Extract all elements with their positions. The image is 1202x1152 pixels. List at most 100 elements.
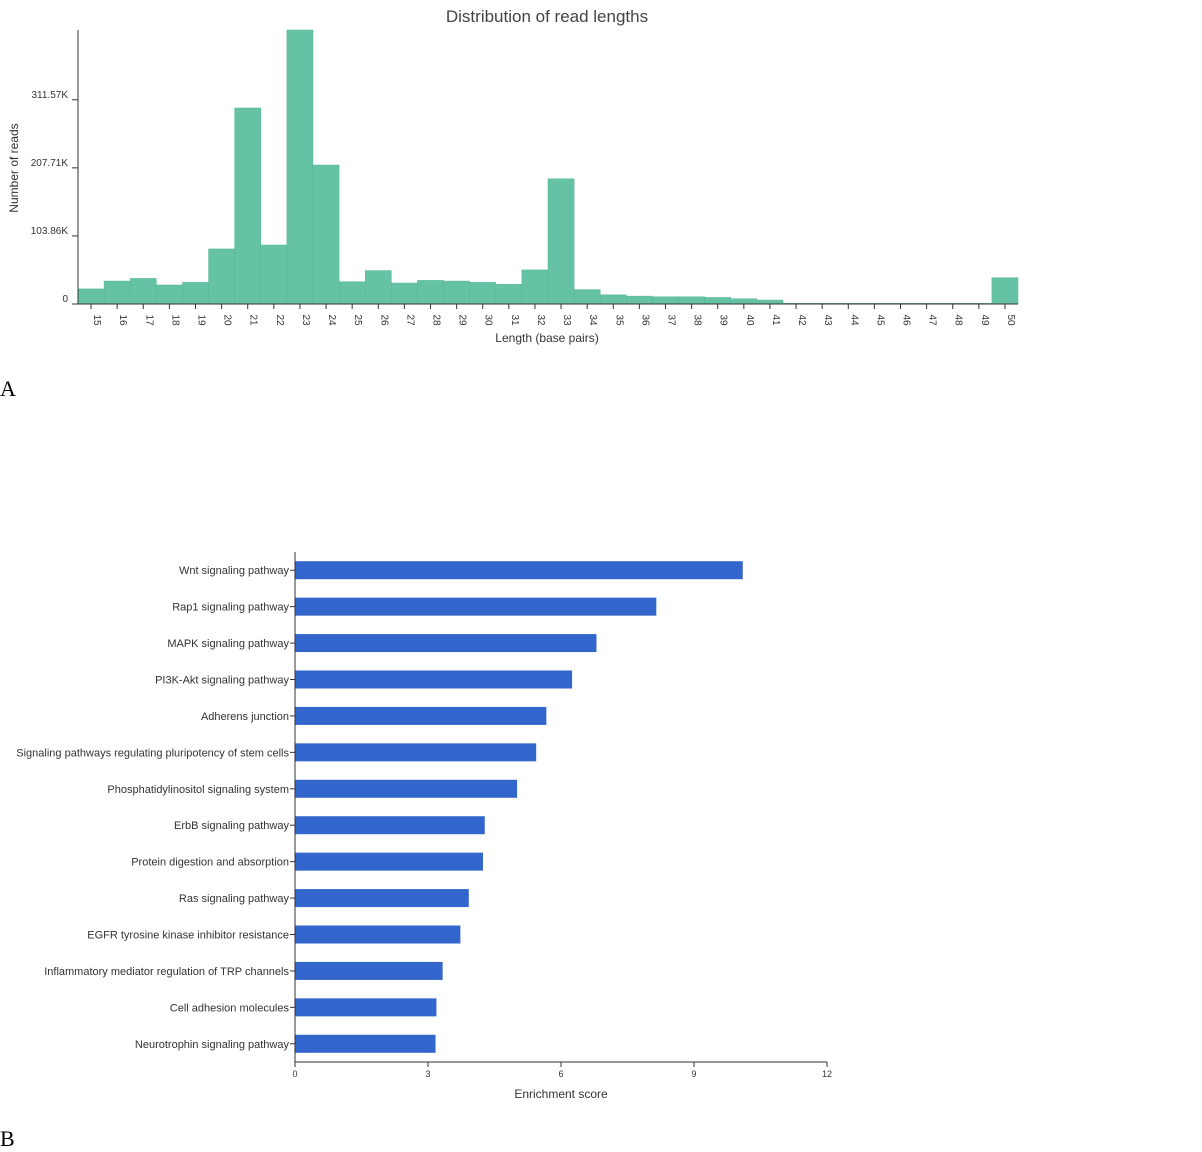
hist-x-tick-label: 18 — [169, 314, 180, 326]
enrich-bar — [295, 743, 537, 762]
hist-bar-20 — [208, 248, 235, 305]
hist-x-tick-label: 35 — [613, 314, 624, 326]
hist-bar-17 — [129, 278, 157, 305]
hist-x-tick-label: 24 — [326, 314, 337, 326]
hist-bar-35 — [599, 294, 627, 305]
enrich-bars — [295, 561, 743, 1053]
enrich-category-label: Rap1 signaling pathway — [172, 602, 289, 614]
hist-x-tick-label: 44 — [848, 314, 859, 326]
hist-x-tick-label: 48 — [953, 314, 964, 326]
hist-x-tick-label: 28 — [431, 314, 442, 326]
hist-bar-24 — [312, 164, 340, 305]
hist-bar-33 — [547, 178, 575, 305]
hist-x-tick-label: 42 — [796, 314, 807, 326]
enrich-x-tick-label: 6 — [558, 1069, 563, 1079]
hist-x-tick-label: 23 — [300, 314, 311, 326]
enrich-bar — [295, 961, 443, 980]
hist-x-tick-label: 47 — [927, 314, 938, 326]
hist-x-tick-label: 38 — [692, 314, 703, 326]
hist-bar-36 — [626, 295, 653, 305]
hist-bar-27 — [391, 282, 418, 305]
hist-y-label: Number of reads — [7, 123, 21, 212]
hist-bar-38 — [678, 296, 705, 305]
hist-bar-37 — [652, 296, 679, 305]
enrich-y-axis: Wnt signaling pathway Rap1 signaling path… — [16, 552, 296, 1062]
hist-y-tick-label: 311.57K — [31, 90, 68, 101]
hist-x-tick-label: 27 — [404, 314, 415, 326]
hist-x-tick-label: 30 — [483, 314, 494, 326]
hist-x-tick-label: 26 — [378, 314, 389, 326]
enrich-category-label: Signaling pathways regulating pluripoten… — [16, 747, 289, 759]
enrich-category-label: Inflammatory mediator regulation of TRP … — [44, 966, 289, 978]
hist-bar-19 — [182, 282, 209, 305]
enrich-category-label: Ras signaling pathway — [179, 893, 290, 905]
hist-x-tick-label: 33 — [561, 314, 572, 326]
hist-bar-41 — [756, 299, 784, 305]
enrich-category-label: Adherens junction — [201, 711, 289, 723]
hist-title: Distribution of read lengths — [446, 7, 648, 26]
read-length-histogram: Distribution of read lengths Number of r… — [7, 7, 1019, 345]
hist-x-tick-label: 21 — [248, 314, 259, 326]
panel-label-b: B — [0, 1126, 15, 1151]
enrich-category-label: Neurotrophin signaling pathway — [135, 1039, 290, 1051]
enrich-category-label: EGFR tyrosine kinase inhibitor resistanc… — [87, 930, 289, 942]
hist-x-tick-label: 19 — [196, 314, 207, 326]
enrich-bar — [295, 925, 461, 944]
hist-x-tick-label: 16 — [117, 314, 128, 326]
hist-bar-23 — [286, 29, 314, 305]
hist-x-tick-label: 45 — [874, 314, 885, 326]
enrich-bar — [295, 779, 518, 798]
hist-x-tick-label: 29 — [457, 314, 468, 326]
enrich-category-label: Protein digestion and absorption — [131, 857, 289, 869]
hist-y-axis: 0 103.86K 207.71K 311.57K — [31, 30, 79, 305]
hist-bar-15 — [77, 288, 105, 305]
hist-x-tick-label: 43 — [822, 314, 833, 326]
hist-x-tick-label: 39 — [718, 314, 729, 326]
hist-x-tick-label: 36 — [639, 314, 650, 326]
enrich-category-label: ErbB signaling pathway — [174, 820, 289, 832]
enrich-bar — [295, 852, 483, 871]
hist-x-tick-label: 40 — [744, 314, 755, 326]
hist-bars — [77, 29, 1019, 305]
hist-bar-21 — [234, 107, 262, 305]
enrich-category-label: Cell adhesion molecules — [170, 1002, 290, 1014]
enrich-category-label: PI3K-Akt signaling pathway — [155, 675, 289, 687]
enrich-bar — [295, 670, 573, 689]
hist-y-tick-label: 207.71K — [31, 158, 69, 169]
hist-y-tick-label: 103.86K — [31, 226, 69, 237]
hist-x-tick-label: 34 — [587, 314, 598, 326]
hist-x-tick-label: 17 — [143, 314, 154, 326]
hist-x-tick-label: 46 — [901, 314, 912, 326]
enrich-category-label: Phosphatidylinositol signaling system — [107, 784, 289, 796]
hist-x-tick-label: 22 — [274, 314, 285, 326]
enrich-x-tick-label: 3 — [425, 1069, 430, 1079]
enrich-x-tick-label: 9 — [691, 1069, 696, 1079]
hist-x-axis: 15 16 17 18 19 20 21 22 23 24 25 26 27 28 29 30 31 32 33 34… — [78, 303, 1018, 326]
panel-label-a: A — [0, 376, 16, 401]
hist-x-tick-label: 49 — [979, 314, 990, 326]
hist-bar-32 — [521, 269, 549, 305]
hist-y-tick-label: 0 — [62, 294, 68, 305]
hist-x-label: Length (base pairs) — [495, 331, 598, 345]
enrich-x-tick-label: 12 — [822, 1069, 832, 1079]
enrich-bar — [295, 706, 547, 725]
hist-x-tick-label: 41 — [770, 314, 781, 326]
enrich-x-tick-label: 0 — [292, 1069, 297, 1079]
enrich-bar — [295, 561, 743, 580]
hist-bar-40 — [730, 298, 758, 305]
hist-bar-34 — [573, 289, 601, 305]
hist-x-tick-label: 50 — [1005, 314, 1016, 326]
hist-bar-16 — [103, 280, 131, 305]
enrich-category-label: MAPK signaling pathway — [167, 638, 289, 650]
hist-bar-28 — [417, 280, 444, 305]
enrich-bar — [295, 998, 437, 1017]
hist-x-tick-label: 15 — [91, 314, 102, 326]
hist-x-tick-label: 20 — [222, 314, 233, 326]
enrich-bar — [295, 597, 657, 616]
hist-bar-25 — [338, 281, 366, 305]
hist-bar-18 — [156, 284, 183, 305]
hist-x-tick-label: 25 — [352, 314, 363, 326]
enrich-category-label: Wnt signaling pathway — [179, 565, 290, 577]
hist-bar-31 — [495, 284, 523, 305]
enrich-x-label: Enrichment score — [514, 1087, 608, 1101]
